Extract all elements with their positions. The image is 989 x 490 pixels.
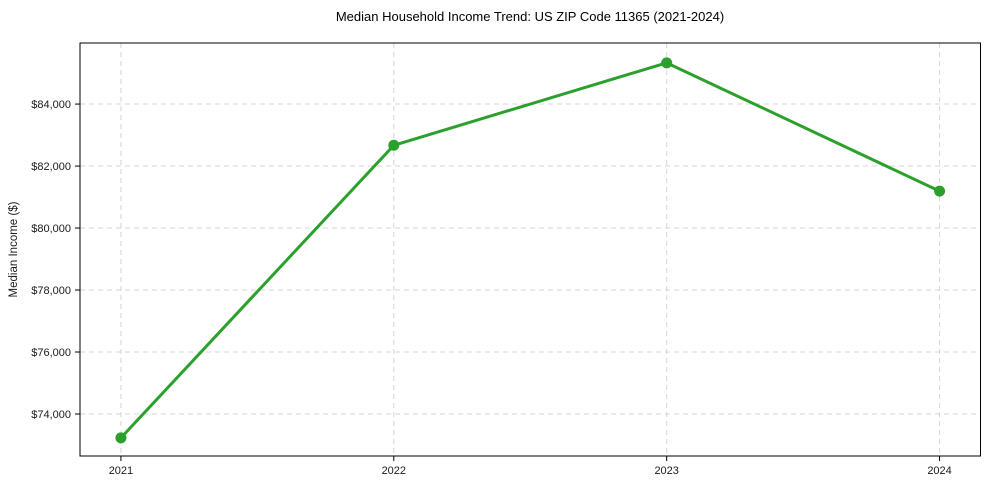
y-axis-title: Median Income ($) — [8, 201, 20, 297]
data-point-2023 — [661, 57, 673, 69]
plot-border — [79, 42, 981, 457]
x-tick-label: 2023 — [654, 465, 678, 477]
axes: 2021 2022 2023 2024 $74,000 $76,000 $78,000 $80… — [31, 42, 981, 477]
data-point-2021 — [115, 432, 127, 444]
gridlines — [80, 43, 981, 456]
y-tick-label: $76,000 — [31, 347, 71, 359]
x-tick-label: 2021 — [109, 465, 133, 477]
x-tick-label: 2024 — [927, 465, 951, 477]
y-tick-label: $78,000 — [31, 285, 71, 297]
y-tick-label: $84,000 — [31, 99, 71, 111]
data-point-2024 — [934, 185, 946, 197]
y-tick-label: $82,000 — [31, 161, 71, 173]
y-tick-label: $74,000 — [31, 409, 71, 421]
y-tick-label: $80,000 — [31, 223, 71, 235]
income-trend-line — [119, 61, 942, 440]
series-median-income — [115, 57, 946, 444]
chart-title: Median Household Income Trend: US ZIP Co… — [336, 9, 724, 24]
x-tick-label: 2022 — [382, 465, 406, 477]
data-point-2022 — [388, 139, 400, 151]
